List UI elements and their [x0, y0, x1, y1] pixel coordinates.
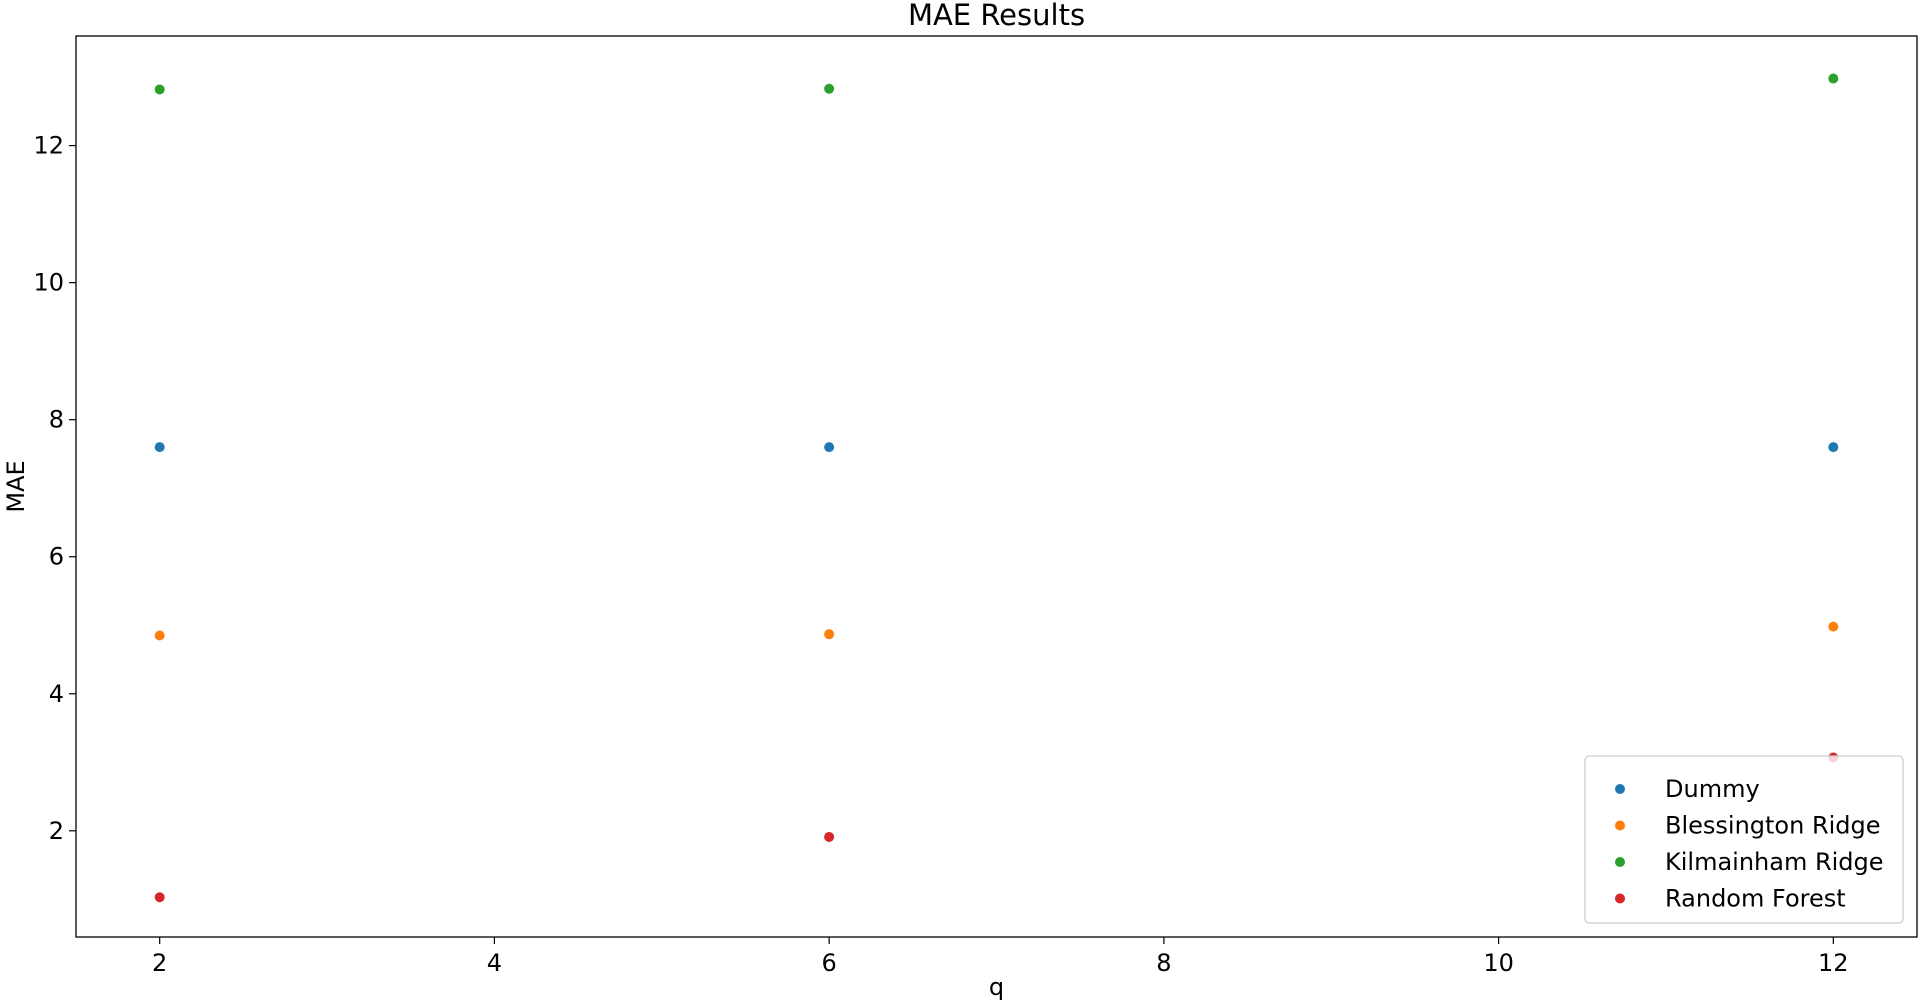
data-point-series-0 — [154, 442, 165, 453]
x-axis-ticks: 2 4 6 8 10 12 — [152, 937, 1849, 977]
y-tick-label: 12 — [33, 132, 64, 160]
y-axis-ticks: 2 4 6 8 10 12 — [33, 132, 76, 845]
legend-marker — [1615, 893, 1625, 904]
legend-label: Random Forest — [1665, 885, 1846, 913]
data-point-series-3 — [824, 831, 835, 842]
x-tick-label: 6 — [821, 949, 836, 977]
legend-label: Dummy — [1665, 775, 1760, 803]
x-tick-label: 2 — [152, 949, 167, 977]
legend: Dummy Blessington Ridge Kilmainham Ridge Ra… — [1584, 755, 1904, 924]
legend-marker — [1615, 784, 1625, 794]
legend-label: Blessington Ridge — [1665, 812, 1881, 840]
data-point-series-2 — [824, 83, 835, 94]
y-tick-label: 6 — [49, 543, 64, 571]
x-tick-label: 12 — [1818, 949, 1849, 977]
legend-marker — [1615, 857, 1625, 867]
plot-area — [75, 35, 1918, 938]
x-tick-label: 10 — [1483, 949, 1514, 977]
data-point-series-0 — [824, 442, 835, 453]
data-point-series-1 — [824, 629, 835, 640]
y-tick-label: 10 — [33, 269, 64, 297]
data-point-series-1 — [1828, 621, 1839, 632]
legend-frame — [1584, 755, 1904, 924]
y-tick-label: 8 — [49, 406, 64, 434]
x-tick-label: 8 — [1156, 949, 1171, 977]
y-tick-label: 4 — [49, 680, 64, 708]
x-tick-label: 4 — [487, 949, 502, 977]
x-axis-label: q — [989, 973, 1004, 1001]
data-point-series-2 — [154, 84, 165, 95]
y-axis-label: MAE — [2, 460, 30, 512]
data-points — [154, 73, 1839, 903]
y-tick-label: 2 — [49, 817, 64, 845]
chart-title: MAE Results — [908, 0, 1085, 32]
legend-marker — [1615, 820, 1625, 831]
data-point-series-2 — [1828, 73, 1839, 84]
data-point-series-1 — [154, 630, 165, 641]
data-point-series-3 — [154, 892, 165, 903]
legend-label: Kilmainham Ridge — [1665, 848, 1884, 876]
data-point-series-0 — [1828, 442, 1839, 453]
